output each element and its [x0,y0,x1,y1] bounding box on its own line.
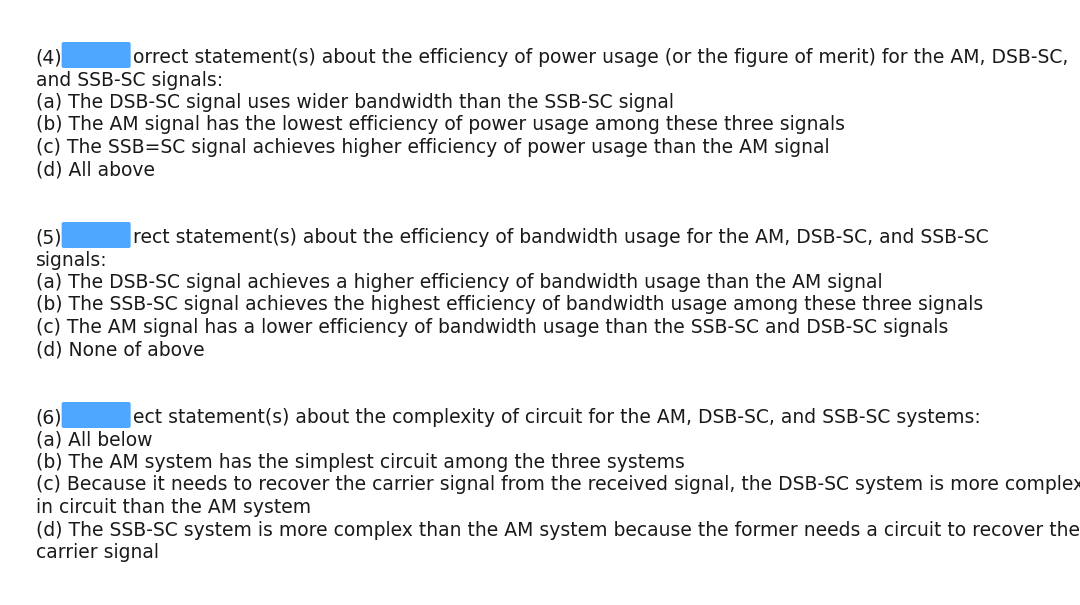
Text: (b) The SSB-SC signal achieves the highest efficiency of bandwidth usage among t: (b) The SSB-SC signal achieves the highe… [36,295,983,315]
FancyBboxPatch shape [62,222,131,248]
Text: (c) The SSB=SC signal achieves higher efficiency of power usage than the AM sign: (c) The SSB=SC signal achieves higher ef… [36,138,829,157]
Text: ect statement(s) about the complexity of circuit for the AM, DSB-SC, and SSB-SC : ect statement(s) about the complexity of… [133,408,981,427]
Text: (c) Because it needs to recover the carrier signal from the received signal, the: (c) Because it needs to recover the carr… [36,476,1080,494]
Text: (5): (5) [36,228,63,247]
Text: (d) The SSB-SC system is more complex than the AM system because the former need: (d) The SSB-SC system is more complex th… [36,520,1080,540]
FancyBboxPatch shape [62,42,131,68]
Text: (a) All below: (a) All below [36,431,152,450]
Text: (b) The AM signal has the lowest efficiency of power usage among these three sig: (b) The AM signal has the lowest efficie… [36,116,845,134]
Text: (a) The DSB-SC signal uses wider bandwidth than the SSB-SC signal: (a) The DSB-SC signal uses wider bandwid… [36,93,674,112]
Text: (b) The AM system has the simplest circuit among the three systems: (b) The AM system has the simplest circu… [36,453,685,472]
Text: carrier signal: carrier signal [36,543,159,562]
Text: rect statement(s) about the efficiency of bandwidth usage for the AM, DSB-SC, an: rect statement(s) about the efficiency o… [133,228,988,247]
FancyBboxPatch shape [62,402,131,428]
Text: orrect statement(s) about the efficiency of power usage (or the figure of merit): orrect statement(s) about the efficiency… [133,48,1068,67]
Text: (4): (4) [36,48,63,67]
Text: (d) All above: (d) All above [36,160,154,180]
Text: in circuit than the AM system: in circuit than the AM system [36,498,311,517]
Text: (a) The DSB-SC signal achieves a higher efficiency of bandwidth usage than the A: (a) The DSB-SC signal achieves a higher … [36,273,882,292]
Text: (d) None of above: (d) None of above [36,341,204,359]
Text: (6): (6) [36,408,63,427]
Text: (c) The AM signal has a lower efficiency of bandwidth usage than the SSB-SC and : (c) The AM signal has a lower efficiency… [36,318,948,337]
Text: and SSB-SC signals:: and SSB-SC signals: [36,71,222,90]
Text: signals:: signals: [36,250,107,269]
